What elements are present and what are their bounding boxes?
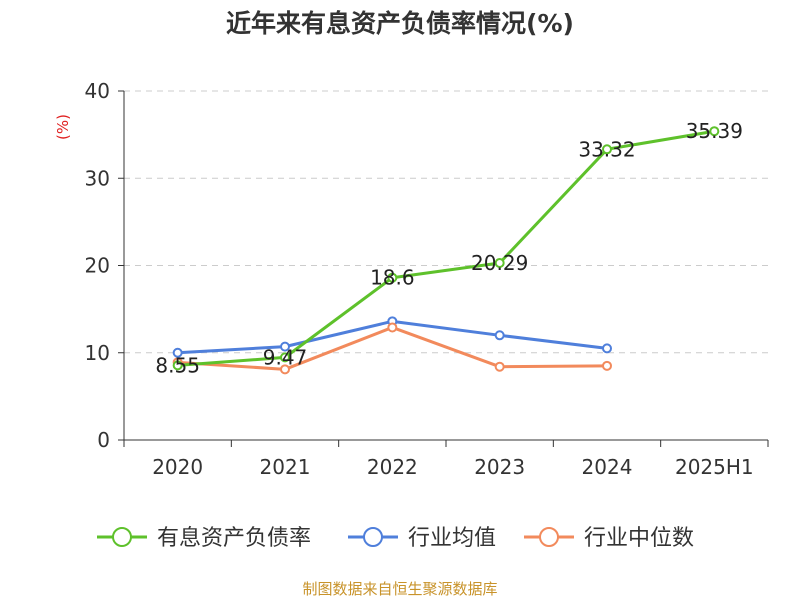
data-point xyxy=(602,360,612,371)
data-point xyxy=(494,361,505,372)
legend-label: 有息资产负债率 xyxy=(157,526,311,551)
y-tick-label: 40 xyxy=(85,79,110,103)
data-label: 8.55 xyxy=(155,353,200,377)
source-note: 制图数据来自恒生聚源数据库 xyxy=(302,580,498,598)
data-point xyxy=(172,360,183,371)
data-label: 35.39 xyxy=(686,119,743,143)
y-tick-label: 20 xyxy=(85,254,110,278)
x-tick-label: 2023 xyxy=(474,455,525,479)
chart-title: 近年来有息资产负债率情况(%) xyxy=(226,9,574,38)
data-label: 18.6 xyxy=(370,266,415,290)
data-point xyxy=(387,272,398,283)
data-point xyxy=(280,352,290,363)
data-point xyxy=(494,257,505,268)
legend-marker xyxy=(363,527,383,547)
y-tick-label: 30 xyxy=(85,166,110,190)
data-label: 9.47 xyxy=(263,345,308,369)
data-labels: 8.55 9.47 18.6 20.29 33.32 35.39 xyxy=(155,119,743,377)
x-tick-label: 2021 xyxy=(260,455,311,479)
legend: 有息资产负债率 行业均值 行业中位数 xyxy=(97,526,694,551)
grid-lines xyxy=(124,90,768,354)
data-point xyxy=(709,126,720,137)
y-tick-label: 10 xyxy=(85,341,110,365)
x-tick-label: 2024 xyxy=(582,455,633,479)
legend-label: 行业均值 xyxy=(408,526,496,551)
axes: 0 10 20 30 40 (%) 2020 2021 2022 2023 2024 2025H1 xyxy=(54,79,769,479)
data-point xyxy=(280,341,290,352)
legend-label: 行业中位数 xyxy=(584,526,694,551)
series-lines xyxy=(172,126,720,375)
data-point xyxy=(280,364,290,375)
data-label: 20.29 xyxy=(471,251,528,275)
y-axis-label: (%) xyxy=(54,114,72,140)
legend-marker xyxy=(539,527,559,547)
y-tick-label: 0 xyxy=(97,428,110,452)
data-point xyxy=(494,330,505,341)
legend-marker xyxy=(112,527,132,547)
data-label: 33.32 xyxy=(578,137,635,161)
x-tick-label: 2020 xyxy=(152,455,203,479)
x-tick-label: 2025H1 xyxy=(675,455,754,479)
data-point xyxy=(602,144,612,155)
x-tick-label: 2022 xyxy=(367,455,418,479)
data-point xyxy=(602,343,612,354)
data-point xyxy=(172,347,183,358)
data-point xyxy=(387,322,398,333)
series-line xyxy=(177,129,715,367)
